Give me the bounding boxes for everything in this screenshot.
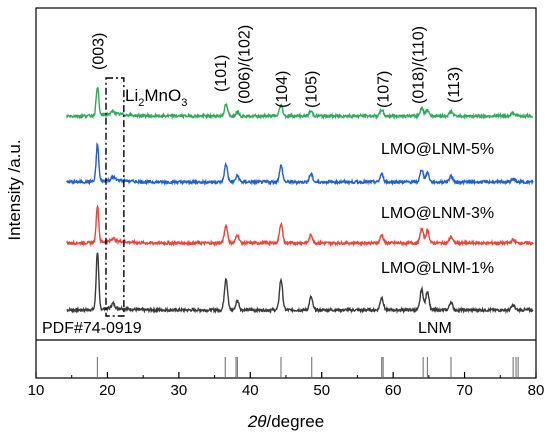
series-label-lnm: LNM <box>418 320 452 337</box>
series-line-lmo-lnm-3- <box>66 141 534 186</box>
x-axis-unit: /degree <box>267 412 325 431</box>
series-label-lmo-5: LMO@LNM-5% <box>381 141 494 158</box>
x-tick-label: 20 <box>99 382 116 399</box>
reference-sticks <box>96 357 519 377</box>
x-axis-ticks: 10 20 30 40 50 60 70 80 <box>28 372 545 399</box>
x-tick-label: 40 <box>242 382 259 399</box>
x-tick-label: 60 <box>385 382 402 399</box>
series-label-lmo-3: LMO@LNM-3% <box>381 205 494 222</box>
x-axis-symbol: 2θ <box>247 412 267 431</box>
reference-label: PDF#74-0919 <box>42 320 142 337</box>
x-axis-title: 2θ/degree <box>247 412 324 431</box>
impurity-label-base: Li <box>125 86 138 105</box>
series-layer <box>66 87 534 315</box>
x-tick-label: 10 <box>28 382 45 399</box>
impurity-label-sub1: 2 <box>138 97 144 109</box>
y-axis-title: Intensity /a.u. <box>5 139 24 240</box>
series-line-lmo-lnm-1- <box>66 204 534 248</box>
peak-label: (107) <box>375 71 392 108</box>
impurity-label-sub2: 3 <box>181 97 187 109</box>
x-tick-label: 70 <box>456 382 473 399</box>
x-tick-label: 50 <box>313 382 330 399</box>
series-label-lmo-1: LMO@LNM-1% <box>381 260 494 277</box>
impurity-label: Li2MnO3 <box>125 86 187 109</box>
x-tick-label: 30 <box>171 382 188 399</box>
peak-labels: (003) (101) (006)/(102) (104) (105) (107) (018… <box>90 25 462 108</box>
series-line-lmo-lnm-5- <box>66 87 534 121</box>
peak-label: (113) <box>446 67 463 103</box>
peak-label: (105) <box>303 71 320 108</box>
peak-label: (006)/(102) <box>236 25 253 104</box>
peak-label: (101) <box>213 55 230 92</box>
impurity-box <box>105 77 125 317</box>
x-tick-label: 80 <box>528 382 545 399</box>
impurity-label-mid: MnO <box>144 86 181 105</box>
series-line-lnm <box>66 252 534 315</box>
peak-label: (018)/(110) <box>411 26 428 104</box>
peak-label: (104) <box>274 71 291 108</box>
peak-label: (003) <box>90 33 107 70</box>
